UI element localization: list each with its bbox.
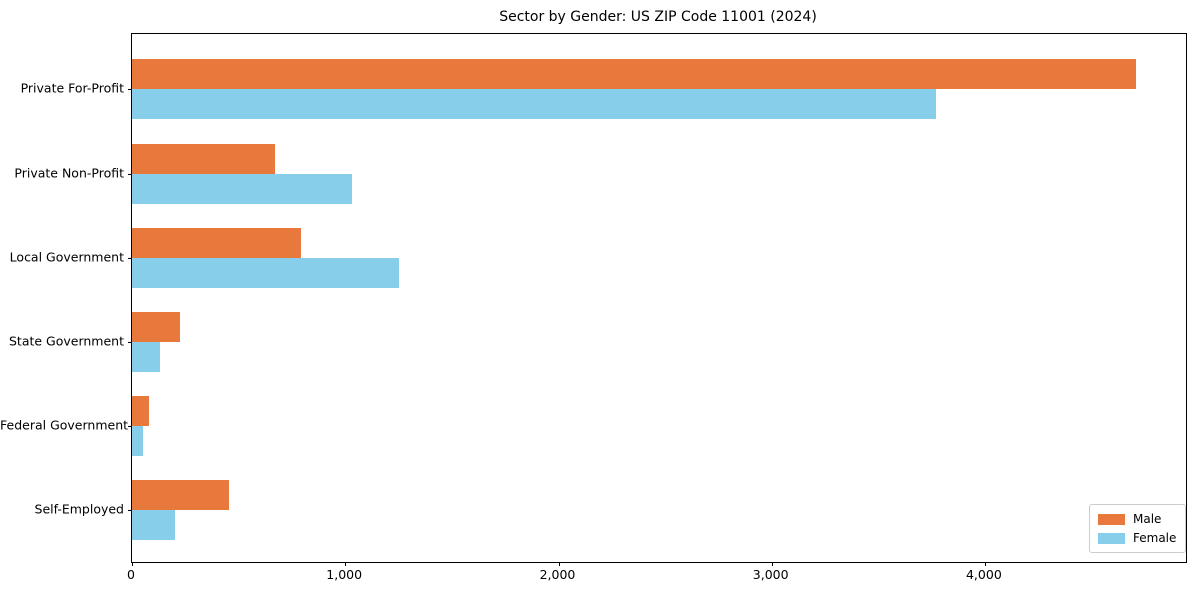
bar-female-6 [132, 510, 175, 541]
x-tick [558, 562, 560, 566]
bar-male-5 [132, 396, 150, 426]
category-label: Private For-Profit [20, 80, 124, 96]
bar-male-4 [132, 311, 180, 342]
legend-swatch-male [1098, 513, 1125, 525]
legend-swatch-female [1098, 532, 1125, 544]
plot-area [128, 33, 1187, 566]
x-tick [132, 562, 133, 566]
x-tick [984, 562, 986, 566]
legend-label: Female [1133, 531, 1177, 545]
legend-entry-female: Female [1098, 531, 1177, 545]
category-label: Private Non-Profit [14, 165, 124, 181]
legend: Male Female [1089, 504, 1186, 553]
y-tick [128, 341, 132, 343]
x-tick [771, 562, 773, 566]
bar-female-1 [132, 89, 936, 120]
bar-male-1 [132, 59, 1137, 90]
category-label: Self-Employed [34, 501, 124, 517]
category-label: State Government [8, 333, 124, 349]
y-tick [128, 257, 132, 259]
category-label: Local Government [9, 249, 124, 265]
x-tick-label: 2,000 [539, 567, 576, 582]
bar-male-3 [132, 227, 301, 258]
bar-female-3 [132, 257, 399, 288]
category-label: Federal Government [0, 417, 129, 433]
x-tick-label: 4,000 [965, 567, 1002, 582]
x-tick [345, 562, 347, 566]
y-tick [128, 426, 132, 427]
bar-female-2 [132, 173, 352, 204]
bar-male-2 [132, 143, 275, 174]
legend-entry-male: Male [1098, 512, 1177, 526]
legend-label: Male [1133, 512, 1162, 526]
x-tick-label: 3,000 [752, 567, 789, 582]
x-tick-label: 1,000 [326, 567, 363, 582]
y-tick [128, 510, 132, 512]
bar-female-4 [132, 341, 160, 372]
y-tick [128, 89, 132, 91]
x-tick-label: 0 [127, 567, 135, 582]
bar-male-6 [132, 480, 229, 511]
chart-title: Sector by Gender: US ZIP Code 11001 (202… [499, 9, 817, 25]
y-tick [128, 173, 132, 175]
bar-female-5 [132, 426, 143, 456]
